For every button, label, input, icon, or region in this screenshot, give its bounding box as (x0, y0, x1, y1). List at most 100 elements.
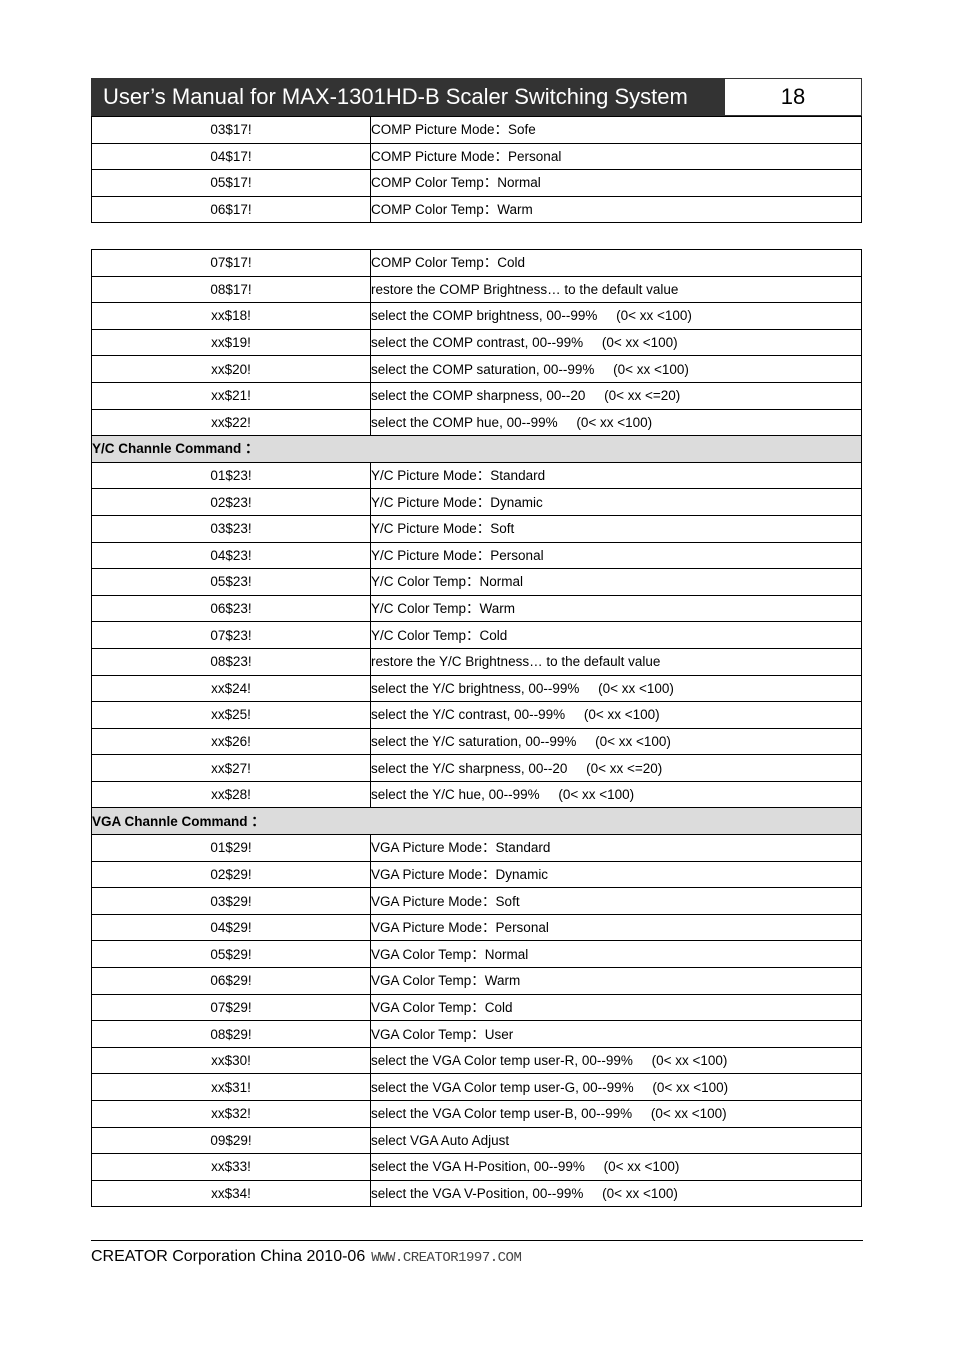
table-row: 04$29! VGA Picture Mode：Personal (91, 913, 862, 942)
command-code: xx$18! (91, 302, 371, 330)
command-description: Y/C Picture Mode：Standard (370, 461, 862, 490)
command-description: VGA Picture Mode：Soft (370, 887, 862, 915)
table-row: 03$29! VGA Picture Mode：Soft (91, 887, 862, 915)
page-number: 18 (725, 78, 862, 116)
command-code: 06$29! (91, 967, 371, 995)
command-code: 04$17! (91, 142, 371, 171)
table-row: xx$25! select the Y/C contrast, 00--99% (… (91, 701, 862, 729)
table-row: xx$21! select the COMP sharpness, 00--20 … (91, 381, 862, 410)
command-description: select the COMP brightness, 00--99% (0< … (370, 302, 862, 330)
command-description: Y/C Picture Mode：Personal (370, 541, 862, 570)
footer-text: CREATOR Corporation China 2010-06 (91, 1248, 366, 1265)
table-row: xx$32! select the VGA Color temp user-B, … (91, 1100, 862, 1128)
table-row: 08$29! VGA Color Temp：User (91, 1020, 862, 1048)
command-description: select the VGA V-Position, 00--99% (0< x… (370, 1179, 862, 1208)
command-description: select the VGA Color temp user-B, 00--99… (370, 1100, 862, 1128)
table-row: 02$23! Y/C Picture Mode：Dynamic (91, 488, 862, 516)
table-row: 07$17! COMP Color Temp：Cold (91, 249, 862, 277)
command-description: VGA Color Temp：Normal (370, 940, 862, 969)
command-code: 05$23! (91, 568, 371, 596)
command-table-1: 03$17! COMP Picture Mode：Sofe 04$17! COMP P… (91, 116, 862, 224)
command-code: xx$30! (91, 1046, 371, 1075)
command-description: select the Y/C brightness, 00--99% (0< x… (370, 674, 862, 703)
table-row: xx$34! select the VGA V-Position, 00--99%… (91, 1179, 862, 1208)
command-code: xx$24! (91, 674, 371, 703)
command-description: Y/C Picture Mode：Soft (370, 514, 862, 543)
command-code: xx$22! (91, 408, 371, 437)
table-row: xx$24! select the Y/C brightness, 00--99%… (91, 674, 862, 703)
command-code: 04$23! (91, 541, 371, 570)
section-header-row: VGA Channle Command ： (91, 807, 862, 836)
table-row: xx$27! select the Y/C sharpness, 00--20 (… (91, 754, 862, 782)
command-description: select the COMP sharpness, 00--20 (0< xx… (370, 381, 862, 410)
command-description: COMP Color Temp：Normal (370, 169, 862, 197)
command-description: Y/C Picture Mode：Dynamic (370, 488, 862, 516)
command-description: COMP Picture Mode：Sofe (370, 116, 862, 144)
command-code: 08$29! (91, 1020, 371, 1048)
table-row: 06$29! VGA Color Temp：Warm (91, 967, 862, 995)
table-row: xx$18! select the COMP brightness, 00--99… (91, 302, 862, 330)
command-code: 01$29! (91, 834, 371, 862)
section-title: Y/C Channle Command ： (91, 435, 862, 463)
command-description: VGA Color Temp：Warm (370, 967, 862, 995)
command-code: 02$23! (91, 488, 371, 516)
command-code: xx$34! (91, 1179, 371, 1208)
command-code: xx$27! (91, 754, 371, 782)
command-code: xx$31! (91, 1073, 371, 1101)
command-code: 04$29! (91, 913, 371, 942)
table-row: xx$20! select the COMP saturation, 00--99… (91, 355, 862, 383)
command-code: xx$20! (91, 355, 371, 383)
command-code: 02$29! (91, 860, 371, 889)
section-title: VGA Channle Command ： (91, 807, 862, 836)
command-code: 01$23! (91, 461, 371, 490)
command-description: select the COMP hue, 00--99% (0< xx <100… (370, 408, 862, 437)
command-code: xx$25! (91, 701, 371, 729)
command-description: VGA Color Temp：User (370, 1020, 862, 1048)
table-row: xx$30! select the VGA Color temp user-R, … (91, 1046, 862, 1075)
table-row: 05$17! COMP Color Temp：Normal (91, 169, 862, 197)
command-code: 09$29! (91, 1126, 371, 1155)
command-code: xx$21! (91, 381, 371, 410)
table-row: xx$19! select the COMP contrast, 00--99% … (91, 328, 862, 357)
command-description: Y/C Color Temp：Normal (370, 568, 862, 596)
command-description: select the COMP saturation, 00--99% (0< … (370, 355, 862, 383)
command-description: VGA Picture Mode：Personal (370, 913, 862, 942)
command-description: select VGA Auto Adjust (370, 1126, 862, 1155)
table-row: 01$23! Y/C Picture Mode：Standard (91, 461, 862, 490)
table-row: 02$29! VGA Picture Mode：Dynamic (91, 860, 862, 889)
command-description: COMP Color Temp：Cold (370, 249, 862, 277)
table-row: 07$29! VGA Color Temp：Cold (91, 993, 862, 1022)
command-description: Y/C Color Temp：Warm (370, 594, 862, 623)
table-row: 05$23! Y/C Color Temp：Normal (91, 568, 862, 596)
table-row: 03$23! Y/C Picture Mode：Soft (91, 514, 862, 543)
command-code: 05$17! (91, 169, 371, 197)
command-code: 07$17! (91, 249, 371, 277)
table-row: 05$29! VGA Color Temp：Normal (91, 940, 862, 969)
footer-website: WWW.CREATOR1997.COM (371, 1250, 522, 1266)
command-code: xx$19! (91, 328, 371, 357)
table-row: 04$17! COMP Picture Mode：Personal (91, 142, 862, 171)
command-description: select the VGA Color temp user-G, 00--99… (370, 1073, 862, 1101)
footer: CREATOR Corporation China 2010-06 WWW.CRE… (91, 1248, 522, 1266)
command-code: 07$23! (91, 621, 371, 649)
table-row: xx$22! select the COMP hue, 00--99% (0< x… (91, 408, 862, 437)
table-row: xx$28! select the Y/C hue, 00--99% (0< xx… (91, 780, 862, 809)
command-description: VGA Color Temp：Cold (370, 993, 862, 1022)
table-row: xx$31! select the VGA Color temp user-G, … (91, 1073, 862, 1101)
table-row: 06$23! Y/C Color Temp：Warm (91, 594, 862, 623)
table-row: 01$29! VGA Picture Mode：Standard (91, 834, 862, 862)
command-code: 08$17! (91, 275, 371, 304)
table-row: 07$23! Y/C Color Temp：Cold (91, 621, 862, 649)
table-row: 08$23! restore the Y/C Brightness… to the… (91, 647, 862, 676)
table-row: 08$17! restore the COMP Brightness… to th… (91, 275, 862, 304)
page-header: User’s Manual for MAX-1301HD-B Scaler Sw… (91, 78, 862, 116)
table-row: xx$26! select the Y/C saturation, 00--99%… (91, 727, 862, 756)
command-description: restore the Y/C Brightness… to the defau… (370, 647, 862, 676)
command-description: select the VGA H-Position, 00--99% (0< x… (370, 1153, 862, 1181)
command-code: 03$17! (91, 116, 371, 144)
command-code: xx$33! (91, 1153, 371, 1181)
section-header-row: Y/C Channle Command ： (91, 435, 862, 463)
command-code: 07$29! (91, 993, 371, 1022)
manual-title: User’s Manual for MAX-1301HD-B Scaler Sw… (91, 78, 725, 116)
command-code: 06$17! (91, 195, 371, 224)
